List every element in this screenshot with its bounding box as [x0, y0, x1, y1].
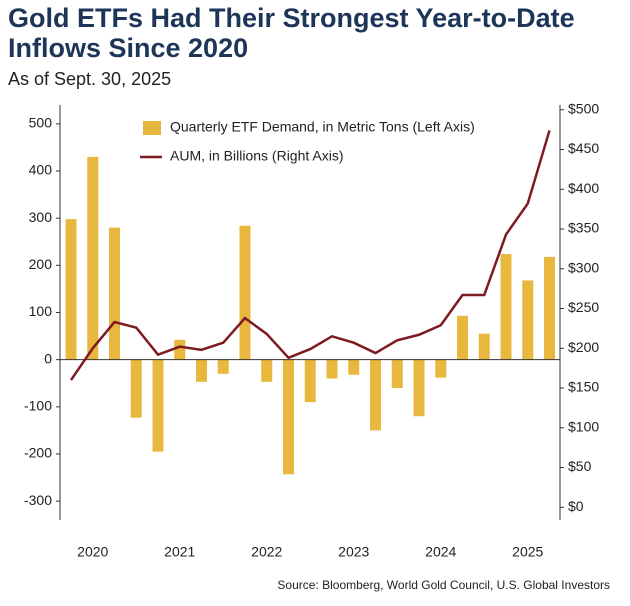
y2-tick-label: $350: [568, 220, 599, 236]
x-tick-label: 2021: [164, 544, 195, 560]
bar: [413, 359, 425, 417]
y-tick-label: -300: [24, 492, 52, 508]
bar: [283, 359, 294, 475]
y2-tick-label: $100: [568, 418, 599, 434]
bar: [500, 254, 512, 360]
y2-tick-label: $300: [568, 259, 599, 275]
y2-tick-label: $150: [568, 379, 599, 395]
y-tick-label: 400: [29, 162, 53, 178]
bar: [152, 359, 164, 452]
bar: [87, 156, 99, 360]
y2-tick-label: $400: [568, 180, 599, 196]
bar: [196, 359, 207, 382]
chart-title: Inflows Since 2020: [8, 33, 248, 63]
x-tick-label: 2025: [512, 544, 543, 560]
legend-swatch: [143, 121, 161, 135]
y2-tick-label: $50: [568, 458, 592, 474]
x-tick-label: 2023: [338, 544, 369, 560]
y-tick-label: 0: [44, 350, 52, 366]
bar: [239, 225, 251, 360]
bar: [65, 219, 77, 360]
x-tick-label: 2022: [251, 544, 282, 560]
bar: [217, 359, 229, 374]
y2-tick-label: $0: [568, 498, 584, 514]
bar: [370, 359, 381, 431]
y-tick-label: 500: [29, 115, 53, 131]
y-tick-label: -100: [24, 398, 52, 414]
y-tick-label: 200: [29, 256, 53, 272]
chart-title: Gold ETFs Had Their Strongest Year-to-Da…: [8, 3, 575, 33]
y-tick-label: -200: [24, 445, 52, 461]
bar: [130, 359, 142, 418]
legend-label: AUM, in Billions (Right Axis): [170, 148, 344, 164]
bar: [478, 333, 490, 360]
y2-tick-label: $250: [568, 299, 599, 315]
y2-tick-label: $500: [568, 100, 599, 116]
y2-tick-label: $200: [568, 339, 599, 355]
legend-label: Quarterly ETF Demand, in Metric Tons (Le…: [170, 119, 475, 135]
bar: [326, 359, 338, 379]
bar: [261, 359, 273, 382]
y2-tick-label: $450: [568, 140, 599, 156]
chart-subtitle: As of Sept. 30, 2025: [8, 69, 171, 89]
y-tick-label: 100: [29, 303, 53, 319]
bar: [304, 359, 316, 403]
source: Source: Bloomberg, World Gold Council, U…: [277, 578, 610, 592]
bar: [174, 339, 186, 360]
line: [69, 130, 551, 381]
bar: [109, 227, 120, 360]
bar: [348, 359, 360, 375]
x-tick-label: 2020: [77, 544, 108, 560]
bar: [522, 280, 534, 360]
bar: [457, 315, 468, 360]
bar: [391, 359, 403, 388]
bar: [544, 256, 555, 360]
bar: [435, 359, 447, 378]
y-tick-label: 300: [29, 209, 53, 225]
x-tick-label: 2024: [425, 544, 456, 560]
